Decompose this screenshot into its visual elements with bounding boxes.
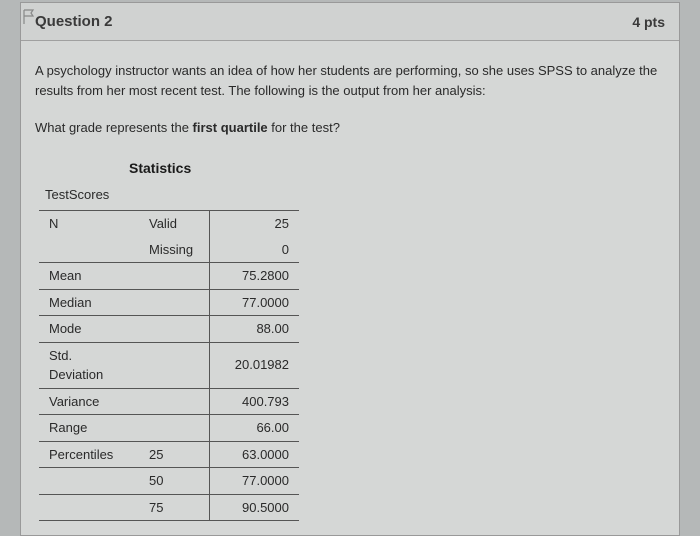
stat-sublabel [139,316,209,343]
table-row: 50 77.0000 [39,468,299,495]
table-row: Median 77.0000 [39,289,299,316]
stat-value: 77.0000 [209,289,299,316]
stat-value: 20.01982 [209,342,299,388]
stat-value: 66.00 [209,415,299,442]
stat-label: Std. Deviation [39,342,139,388]
stat-label: Mode [39,316,139,343]
stat-value: 63.0000 [209,441,299,468]
stat-sublabel [139,342,209,388]
stat-sublabel [139,263,209,290]
question-points: 4 pts [632,14,665,30]
stat-label: N [39,211,139,237]
stat-label: Variance [39,388,139,415]
table-row: Mode 88.00 [39,316,299,343]
stat-value: 88.00 [209,316,299,343]
stat-value: 400.793 [209,388,299,415]
stat-sublabel: 50 [139,468,209,495]
stat-value: 0 [209,237,299,263]
stat-sublabel [139,388,209,415]
statistics-output: Statistics TestScores N Valid 25 Missing… [39,158,665,522]
stat-sublabel: Missing [139,237,209,263]
stat-label [39,468,139,495]
table-row: Std. Deviation 20.01982 [39,342,299,388]
question-p2-suffix: for the test? [268,120,340,135]
stat-sublabel [139,289,209,316]
stat-value: 25 [209,211,299,237]
stat-label: Median [39,289,139,316]
table-row: N Valid 25 [39,211,299,237]
stat-sublabel: 25 [139,441,209,468]
table-row: Percentiles 25 63.0000 [39,441,299,468]
stat-label: Range [39,415,139,442]
stat-label: Percentiles [39,441,139,468]
table-row: 75 90.5000 [39,494,299,521]
statistics-subtitle: TestScores [45,185,665,205]
question-container: Question 2 4 pts A psychology instructor… [20,2,680,536]
table-row: Range 66.00 [39,415,299,442]
table-row: Mean 75.2800 [39,263,299,290]
statistics-title: Statistics [129,158,665,179]
question-paragraph-2: What grade represents the first quartile… [35,118,665,138]
stat-sublabel: Valid [139,211,209,237]
stat-value: 90.5000 [209,494,299,521]
flag-icon[interactable] [22,8,38,28]
question-paragraph-1: A psychology instructor wants an idea of… [35,61,665,100]
statistics-table: N Valid 25 Missing 0 Mean 75.2800 [39,210,299,521]
question-header: Question 2 4 pts [21,3,679,41]
table-row: Missing 0 [39,237,299,263]
stat-label [39,237,139,263]
question-p2-prefix: What grade represents the [35,120,193,135]
stat-value: 77.0000 [209,468,299,495]
question-body: A psychology instructor wants an idea of… [21,41,679,535]
question-title: Question 2 [35,13,113,30]
stat-sublabel: 75 [139,494,209,521]
stat-label [39,494,139,521]
question-p2-bold: first quartile [193,120,268,135]
stat-value: 75.2800 [209,263,299,290]
stat-label: Mean [39,263,139,290]
stat-sublabel [139,415,209,442]
table-row: Variance 400.793 [39,388,299,415]
